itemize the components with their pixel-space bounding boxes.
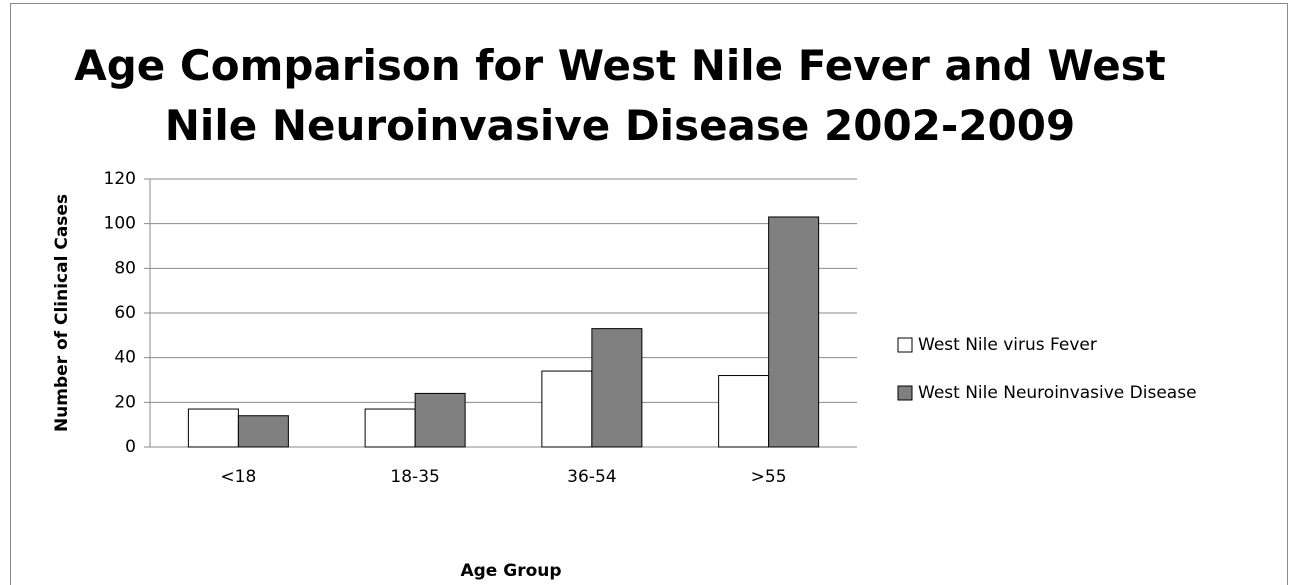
legend-label: West Nile virus Fever: [918, 335, 1097, 355]
chart-frame: [10, 3, 1288, 585]
x-tick-label: 18-35: [390, 467, 439, 487]
x-axis-label: Age Group: [460, 561, 561, 581]
y-tick-label: 40: [114, 348, 136, 368]
bar: [591, 328, 643, 448]
bar: [414, 392, 466, 448]
legend-swatch: [897, 337, 913, 353]
legend-label: West Nile Neuroinvasive Disease: [918, 383, 1197, 403]
bar: [187, 408, 239, 448]
legend-swatch: [897, 385, 913, 401]
bar: [237, 415, 289, 448]
x-tick-label: >55: [751, 467, 787, 487]
y-tick-label: 20: [114, 392, 136, 412]
bar: [364, 408, 416, 448]
y-tick-label: 60: [114, 303, 136, 323]
x-tick-label: <18: [220, 467, 256, 487]
bar: [541, 370, 593, 448]
y-tick-label: 0: [125, 437, 136, 457]
bar: [718, 375, 770, 448]
y-tick-label: 80: [114, 258, 136, 278]
chart-title: Age Comparison for West Nile Fever and W…: [74, 41, 1166, 150]
y-axis-label: Number of Clinical Cases: [52, 194, 72, 432]
y-tick-label: 100: [104, 214, 136, 234]
y-tick-label: 120: [104, 169, 136, 189]
bar: [768, 216, 820, 448]
x-tick-label: 36-54: [567, 467, 616, 487]
